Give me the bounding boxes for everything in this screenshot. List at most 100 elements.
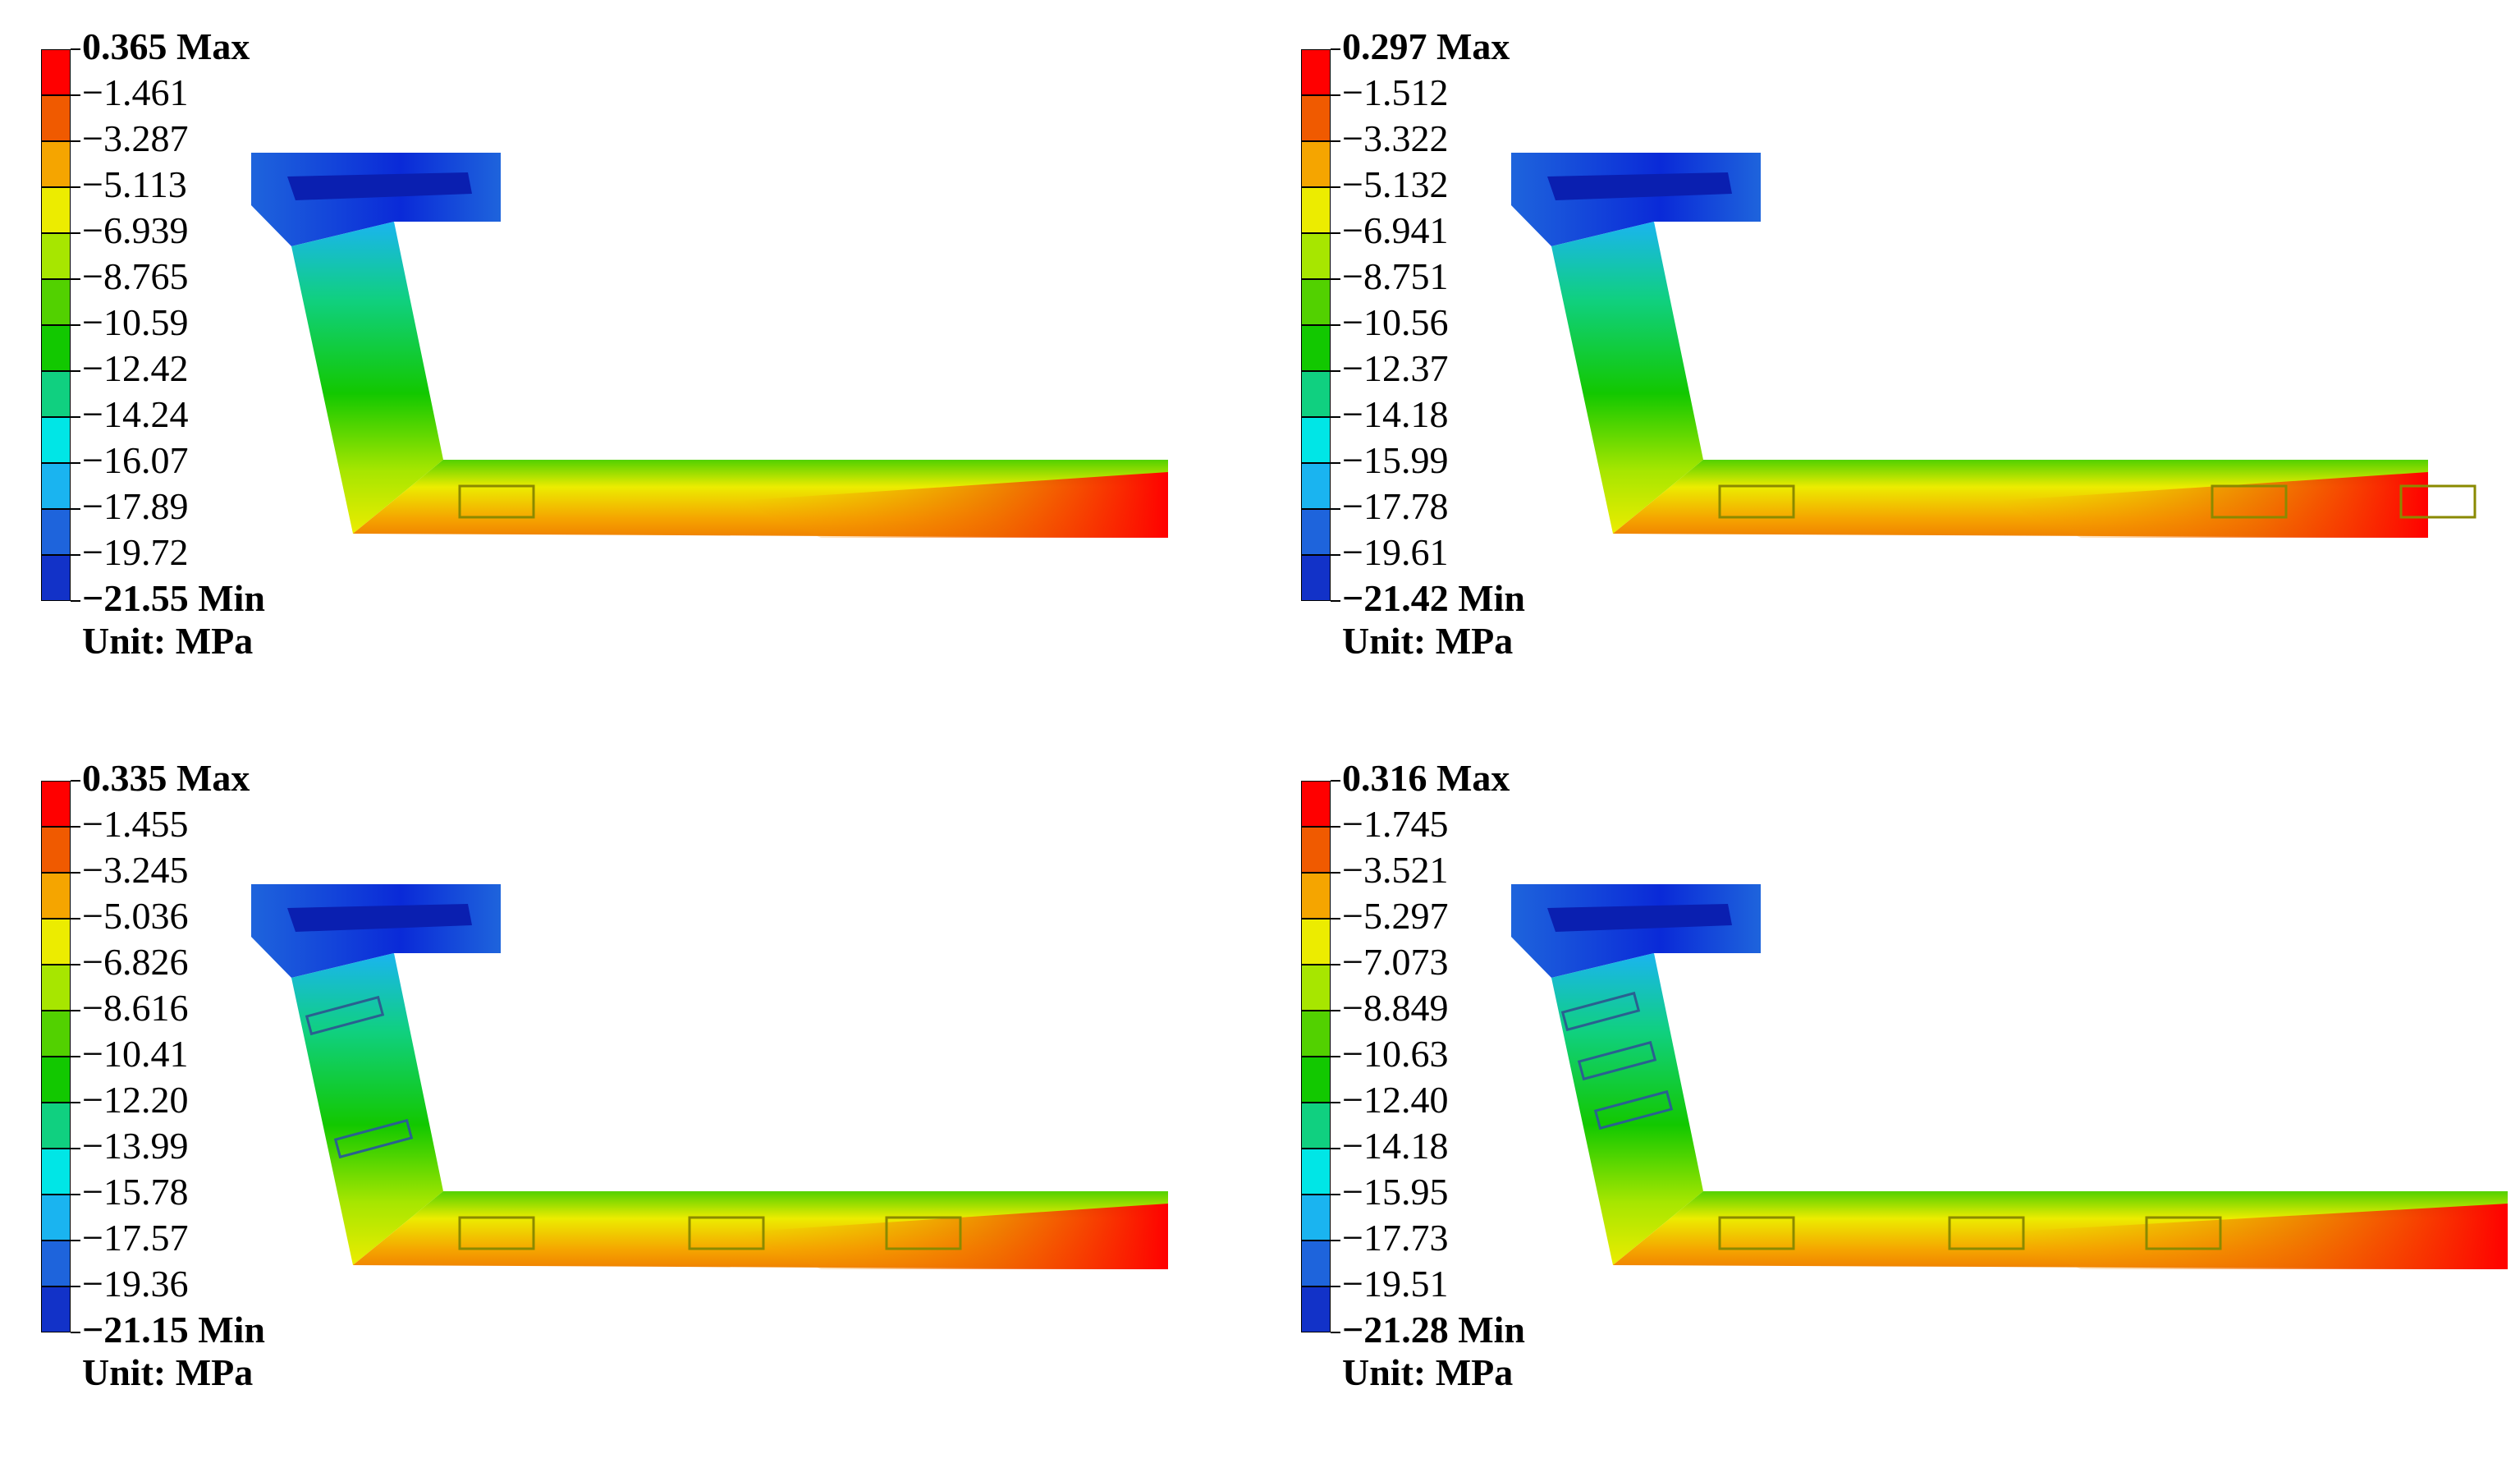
embedded-block xyxy=(458,484,535,519)
embedded-block xyxy=(305,995,385,1036)
legend-tick xyxy=(1331,462,1340,464)
legend-swatch xyxy=(41,827,71,873)
legend-label: −13.99 xyxy=(82,1125,189,1167)
legend-swatch xyxy=(1301,1286,1331,1332)
legend-label: −19.61 xyxy=(1342,531,1449,573)
unit-label: Unit: MPa xyxy=(1342,620,1514,662)
top-flange-core xyxy=(287,904,472,932)
legend-label: −14.18 xyxy=(1342,393,1449,435)
legend-label: −3.322 xyxy=(1342,117,1449,159)
legend-tick xyxy=(71,278,80,280)
bottom-slab-high-stress xyxy=(739,472,1168,538)
legend-label: −5.113 xyxy=(82,163,187,205)
legend-tick xyxy=(1331,232,1340,234)
legend-swatch xyxy=(41,873,71,919)
legend-label: −1.455 xyxy=(82,803,189,845)
legend-tick xyxy=(71,826,80,828)
legend-label: −19.51 xyxy=(1342,1263,1449,1305)
legend-label: −6.941 xyxy=(1342,209,1449,251)
legend-label: −3.287 xyxy=(82,117,189,159)
legend-swatch xyxy=(1301,463,1331,509)
legend-swatch xyxy=(41,325,71,371)
legend-tick xyxy=(1331,1102,1340,1103)
embedded-block xyxy=(2145,1216,2222,1250)
legend-swatch xyxy=(1301,49,1331,95)
embedded-block xyxy=(688,1216,765,1250)
embedded-block xyxy=(1948,1216,2025,1250)
inclined-web xyxy=(1551,953,1703,1265)
top-flange-core xyxy=(287,172,472,200)
legend-tick xyxy=(1331,872,1340,874)
legend-tick xyxy=(71,1332,80,1333)
legend-tick xyxy=(1331,508,1340,510)
legend-tick xyxy=(1331,1056,1340,1057)
legend-swatch xyxy=(1301,781,1331,827)
legend-label: −7.073 xyxy=(1342,941,1449,983)
legend-label: −15.99 xyxy=(1342,439,1449,481)
legend-label: −15.95 xyxy=(1342,1171,1449,1213)
legend-tick xyxy=(1331,780,1340,782)
legend-swatch xyxy=(1301,1149,1331,1195)
legend-tick xyxy=(71,600,80,602)
inclined-web xyxy=(291,953,443,1265)
stress-contour-model xyxy=(251,153,1168,538)
legend-tick xyxy=(71,554,80,556)
legend-label: −16.07 xyxy=(82,439,189,481)
legend-tick xyxy=(71,918,80,920)
legend-label: −21.55 Min xyxy=(82,577,265,619)
legend-tick xyxy=(1331,1148,1340,1149)
legend-label: −17.73 xyxy=(1342,1217,1449,1259)
legend-swatch xyxy=(41,1195,71,1241)
legend-label: −21.15 Min xyxy=(82,1309,265,1351)
legend-swatch xyxy=(41,509,71,555)
legend-label: −12.37 xyxy=(1342,347,1449,389)
legend-tick xyxy=(1331,600,1340,602)
embedded-block xyxy=(1593,1089,1674,1130)
legend-tick xyxy=(1331,370,1340,372)
legend-label: −14.18 xyxy=(1342,1125,1449,1167)
legend-swatch xyxy=(1301,417,1331,463)
legend-label: −5.036 xyxy=(82,895,189,937)
embedded-block xyxy=(1718,484,1795,519)
stress-contour-model xyxy=(1511,884,2508,1269)
legend-tick xyxy=(71,1148,80,1149)
legend-tick xyxy=(71,872,80,874)
legend-swatch xyxy=(1301,827,1331,873)
stress-contour-model xyxy=(251,884,1168,1269)
inclined-web xyxy=(1551,222,1703,534)
legend-tick xyxy=(1331,1194,1340,1195)
legend-label: −12.40 xyxy=(1342,1079,1449,1121)
legend-swatch xyxy=(1301,141,1331,187)
legend-tick xyxy=(1331,324,1340,326)
legend-tick xyxy=(1331,416,1340,418)
legend-label: −3.521 xyxy=(1342,849,1449,891)
legend-label: −19.36 xyxy=(82,1263,189,1305)
legend-label: −19.72 xyxy=(82,531,189,573)
legend-swatch xyxy=(1301,233,1331,279)
legend-swatch xyxy=(1301,873,1331,919)
legend-swatch xyxy=(1301,95,1331,141)
top-flange-core xyxy=(1547,904,1732,932)
embedded-block xyxy=(1718,1216,1795,1250)
legend-swatch xyxy=(1301,509,1331,555)
legend-label: −21.42 Min xyxy=(1342,577,1525,619)
legend-swatch xyxy=(1301,325,1331,371)
legend-swatch xyxy=(1301,919,1331,965)
legend-label: −6.939 xyxy=(82,209,189,251)
legend-swatch xyxy=(1301,1103,1331,1149)
legend-swatch xyxy=(1301,1057,1331,1103)
legend-swatch xyxy=(41,1241,71,1286)
legend-tick xyxy=(1331,186,1340,188)
legend-tick xyxy=(1331,48,1340,50)
legend-tick xyxy=(71,186,80,188)
legend-swatch xyxy=(41,781,71,827)
legend-tick xyxy=(1331,964,1340,965)
legend-label: −10.56 xyxy=(1342,301,1449,343)
legend-swatch xyxy=(1301,371,1331,417)
legend-label: −8.751 xyxy=(1342,255,1449,297)
legend-swatch xyxy=(1301,1195,1331,1241)
legend-label: 0.316 Max xyxy=(1342,757,1510,799)
legend-tick xyxy=(1331,1010,1340,1011)
legend-swatch xyxy=(41,417,71,463)
legend-tick xyxy=(71,508,80,510)
